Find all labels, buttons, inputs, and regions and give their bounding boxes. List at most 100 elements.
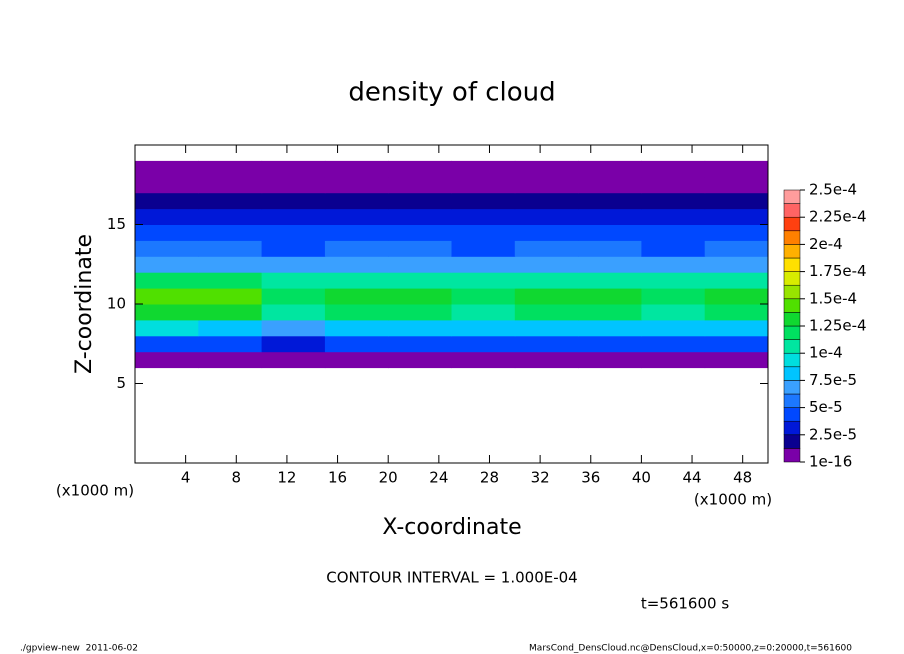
contour-interval: CONTOUR INTERVAL = 1.000E-04 (326, 569, 577, 587)
heatmap-cell (578, 256, 642, 273)
heatmap-cell (451, 335, 516, 353)
heatmap-cell (135, 256, 199, 273)
x-tick-label: 4 (181, 469, 191, 487)
heatmap-cell (451, 272, 516, 289)
heatmap-cell (578, 319, 642, 337)
heatmap-cell (514, 351, 579, 369)
heatmap-cell (578, 272, 642, 289)
heatmap-cell (451, 319, 516, 337)
heatmap-cell (324, 240, 389, 257)
y-tick-label: 5 (116, 374, 126, 392)
x-axis-label: X-coordinate (382, 515, 521, 540)
heatmap-cell (135, 160, 199, 178)
heatmap-cell (261, 304, 326, 321)
colorbar-swatch (783, 325, 801, 340)
heatmap-cell (641, 319, 706, 337)
heatmap-cell (388, 351, 452, 369)
heatmap-cell (704, 256, 769, 273)
heatmap-cell (578, 192, 642, 210)
colorbar-label: 7.5e-5 (809, 371, 857, 389)
colorbar-swatch (783, 407, 801, 422)
heatmap-cell (198, 224, 263, 241)
heatmap-cell (324, 208, 389, 225)
x-tick-label: 44 (682, 469, 701, 487)
heatmap-cell (324, 351, 389, 369)
heatmap-cell (704, 240, 769, 257)
colorbar-swatch (783, 284, 801, 300)
x-tick-label: 48 (733, 469, 752, 487)
heatmap-cell (135, 304, 199, 321)
heatmap-cell (135, 176, 199, 194)
heatmap-cell (514, 256, 579, 273)
heatmap-cell (135, 351, 199, 369)
heatmap-cell (451, 224, 516, 241)
heatmap-cell (704, 319, 769, 337)
footer-right: MarsCond_DensCloud.nc@DensCloud,x=0:5000… (529, 644, 852, 654)
heatmap-cell (388, 224, 452, 241)
x-tick-label: 16 (328, 469, 347, 487)
heatmap-cell (135, 288, 199, 305)
heatmap-cell (704, 176, 769, 194)
x-tick-label: 40 (632, 469, 651, 487)
heatmap-cell (261, 256, 326, 273)
heatmap-cell (451, 176, 516, 194)
heatmap-cell (641, 192, 706, 210)
heatmap-cell (324, 288, 389, 305)
heatmap-cell (324, 192, 389, 210)
heatmap-cell (135, 224, 199, 241)
heatmap-cell (704, 192, 769, 210)
heatmap-cell (388, 240, 452, 257)
heatmap-cell (324, 176, 389, 194)
colorbar-swatch (783, 366, 801, 381)
heatmap-cell (514, 240, 579, 257)
heatmap-cell (578, 160, 642, 178)
heatmap-cell (578, 335, 642, 353)
heatmap-cell (641, 256, 706, 273)
footer-left: ./gpview-new 2011-06-02 (20, 644, 138, 654)
y-tick-label: 10 (107, 295, 126, 313)
x-tick-label: 24 (429, 469, 448, 487)
heatmap-cell (261, 208, 326, 225)
colorbar-swatch (783, 244, 801, 259)
heatmap-cell (261, 160, 326, 178)
heatmap-cell (704, 288, 769, 305)
heatmap-cell (388, 288, 452, 305)
heatmap-cell (578, 351, 642, 369)
heatmap-cell (514, 224, 579, 241)
heatmap-cell (261, 319, 326, 337)
heatmap-cell (261, 224, 326, 241)
heatmap-cell (388, 319, 452, 337)
heatmap-cell (514, 304, 579, 321)
heatmap-cell (198, 335, 263, 353)
colorbar-swatch (783, 339, 801, 354)
heatmap-cell (388, 335, 452, 353)
x-tick-label: 36 (581, 469, 600, 487)
heatmap-cell (514, 319, 579, 337)
heatmap-cell (704, 272, 769, 289)
heatmap-cell (198, 319, 263, 337)
time-label: t=561600 s (641, 595, 729, 613)
heatmap-cell (704, 160, 769, 178)
heatmap-cell (514, 272, 579, 289)
y-axis-label: Z-coordinate (72, 234, 97, 374)
heatmap-cell (514, 208, 579, 225)
heatmap-cell (261, 192, 326, 210)
heatmap-cell (261, 288, 326, 305)
colorbar-swatch (783, 434, 801, 449)
colorbar-label: 1e-16 (809, 453, 852, 471)
heatmap-cell (451, 192, 516, 210)
heatmap-cell (641, 176, 706, 194)
heatmap-cell (198, 176, 263, 194)
heatmap-cell (324, 256, 389, 273)
heatmap-cell (514, 192, 579, 210)
heatmap-cell (578, 208, 642, 225)
heatmap-cell (198, 351, 263, 369)
heatmap-cell (261, 176, 326, 194)
colorbar-swatch (783, 420, 801, 436)
heatmap-cell (641, 335, 706, 353)
heatmap-cell (388, 272, 452, 289)
colorbar-swatch (783, 216, 801, 232)
heatmap-cell (324, 272, 389, 289)
heatmap-cell (324, 304, 389, 321)
colorbar-swatch (783, 352, 801, 368)
